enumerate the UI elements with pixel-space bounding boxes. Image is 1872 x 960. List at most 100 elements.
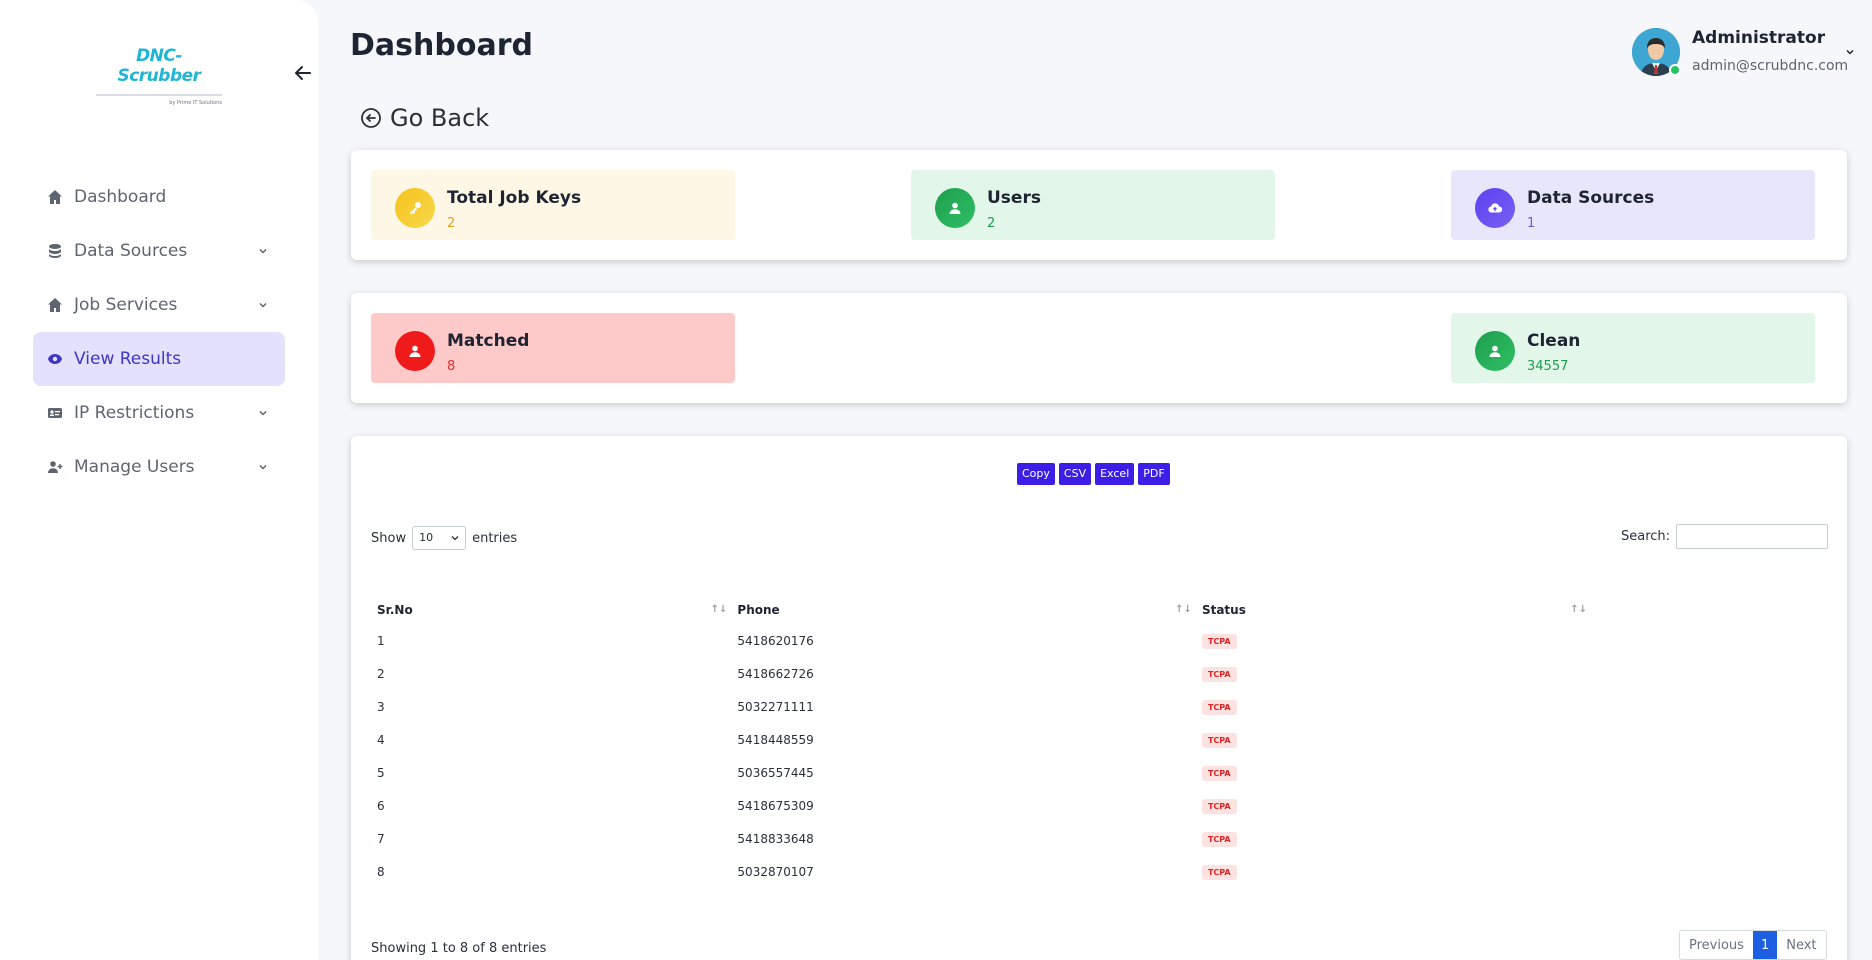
stat-title: Data Sources [1527,188,1655,208]
status-badge: TCPA [1201,732,1237,748]
page-length-control: Show 10 entries [371,526,517,550]
sidebar-item-label: IP Restrictions [74,403,195,423]
sidebar-item-ip-restrictions[interactable]: IP Restrictions [33,386,285,440]
cell-phone: 5032271111 [737,699,814,714]
status-badge: TCPA [1201,699,1237,715]
sidebar-item-manage-users[interactable]: Manage Users [33,440,285,494]
column-header-phone[interactable]: Phone ↑↓ [737,603,1192,617]
stat-card-users[interactable]: Users 2 [911,170,1275,240]
sidebar-item-label: Data Sources [74,241,188,261]
stat-card-matched[interactable]: Matched 8 [371,313,735,383]
table-row: 6 5418675309 TCPA [371,789,1591,822]
cell-sr-no: 8 [377,864,385,879]
cell-sr-no: 6 [377,798,385,813]
page-1-button[interactable]: 1 [1752,931,1778,959]
cell-sr-no: 2 [377,666,385,681]
cell-status: TCPA [1196,756,1591,789]
cell-status: TCPA [1196,822,1591,855]
eye-icon [46,350,64,368]
page-title: Dashboard [350,28,533,63]
pagination: Previous 1 Next [1679,930,1827,960]
avatar [1632,28,1680,76]
user-name: Administrator [1692,28,1826,48]
logo[interactable]: DNC-Scrubber by Prime IT Solutions [96,46,222,106]
table-row: 4 5418448559 TCPA [371,723,1591,756]
cell-phone: 5032870107 [737,864,814,879]
status-badge: TCPA [1201,633,1237,649]
cell-status: TCPA [1196,789,1591,822]
cell-phone: 5418833648 [737,831,814,846]
stat-card-data-sources[interactable]: Data Sources 1 [1451,170,1815,240]
stat-title: Matched [447,331,530,351]
results-table-panel: Copy CSV Excel PDF Show 10 entries Searc… [351,436,1847,960]
export-buttons: Copy CSV Excel PDF [1017,463,1170,485]
sort-icon: ↑↓ [710,604,728,615]
sort-icon: ↑↓ [1570,604,1587,615]
sidebar-item-label: Dashboard [74,187,167,207]
online-status-indicator [1669,64,1681,76]
stats-panel-results: Matched 8 Clean 34557 [351,293,1847,403]
next-page-button[interactable]: Next [1786,937,1817,953]
cell-sr-no: 5 [377,765,385,780]
cell-phone: 5418448559 [737,732,814,747]
sidebar-item-dashboard[interactable]: Dashboard [33,170,285,224]
status-badge: TCPA [1201,831,1237,847]
home-icon [46,296,64,314]
stat-title: Clean [1527,331,1581,351]
sidebar-item-job-services[interactable]: Job Services [33,278,285,332]
circle-arrow-left-icon [361,108,381,128]
user-icon [395,331,435,371]
search-input[interactable] [1676,524,1829,549]
cloud-icon [1475,188,1515,228]
home-icon [46,188,64,206]
cell-phone: 5418675309 [737,798,814,813]
cell-sr-no: 1 [377,633,385,648]
chevron-down-icon [259,248,267,254]
user-email: admin@scrubdnc.com [1692,58,1849,74]
column-header-sr-no[interactable]: Sr.No ↑↓ [377,603,728,617]
stat-card-clean[interactable]: Clean 34557 [1451,313,1815,383]
sidebar-item-label: View Results [74,349,182,369]
go-back-link[interactable]: Go Back [360,104,489,132]
stat-value: 1 [1527,216,1536,231]
table-search: Search: [1621,524,1829,549]
chevron-down-icon [259,410,267,416]
column-header-status[interactable]: Status ↑↓ [1201,603,1587,617]
sidebar-nav: Dashboard Data Sources Job Services View… [33,170,285,494]
logo-text: DNC-Scrubber [117,46,201,86]
cell-sr-no: 4 [377,732,385,747]
status-badge: TCPA [1201,666,1237,682]
logo-divider [96,94,222,96]
cell-status: TCPA [1196,657,1591,690]
stat-title: Users [987,188,1041,208]
sidebar-item-label: Job Services [74,295,178,315]
search-label: Search: [1621,529,1671,544]
table-row: 3 5032271111 TCPA [371,690,1591,723]
chevron-down-icon [1846,49,1854,55]
status-badge: TCPA [1201,798,1237,814]
excel-button[interactable]: Excel [1095,463,1135,485]
user-profile-menu[interactable]: Administrator admin@scrubdnc.com [1632,26,1862,82]
table-row: 5 5036557445 TCPA [371,756,1591,789]
show-label: Show [371,530,407,546]
csv-button[interactable]: CSV [1058,463,1092,485]
cell-sr-no: 7 [377,831,385,846]
status-badge: TCPA [1201,864,1237,880]
page-length-select[interactable]: 10 [412,526,467,550]
sidebar-item-data-sources[interactable]: Data Sources [33,224,285,278]
table-row: 7 5418833648 TCPA [371,822,1591,855]
status-badge: TCPA [1201,765,1237,781]
sidebar-item-view-results[interactable]: View Results [33,332,285,386]
previous-page-button[interactable]: Previous [1689,937,1744,953]
pdf-button[interactable]: PDF [1138,463,1170,485]
sort-icon: ↑↓ [1175,604,1192,615]
table-row: 1 5418620176 TCPA [371,624,1591,657]
collapse-sidebar-button[interactable] [294,64,318,88]
user-icon [935,188,975,228]
copy-button[interactable]: Copy [1017,463,1055,485]
key-icon [395,188,435,228]
stat-card-total-job-keys[interactable]: Total Job Keys 2 [371,170,735,240]
cell-status: TCPA [1196,723,1591,756]
chevron-down-icon [451,536,459,541]
database-icon [46,242,64,260]
